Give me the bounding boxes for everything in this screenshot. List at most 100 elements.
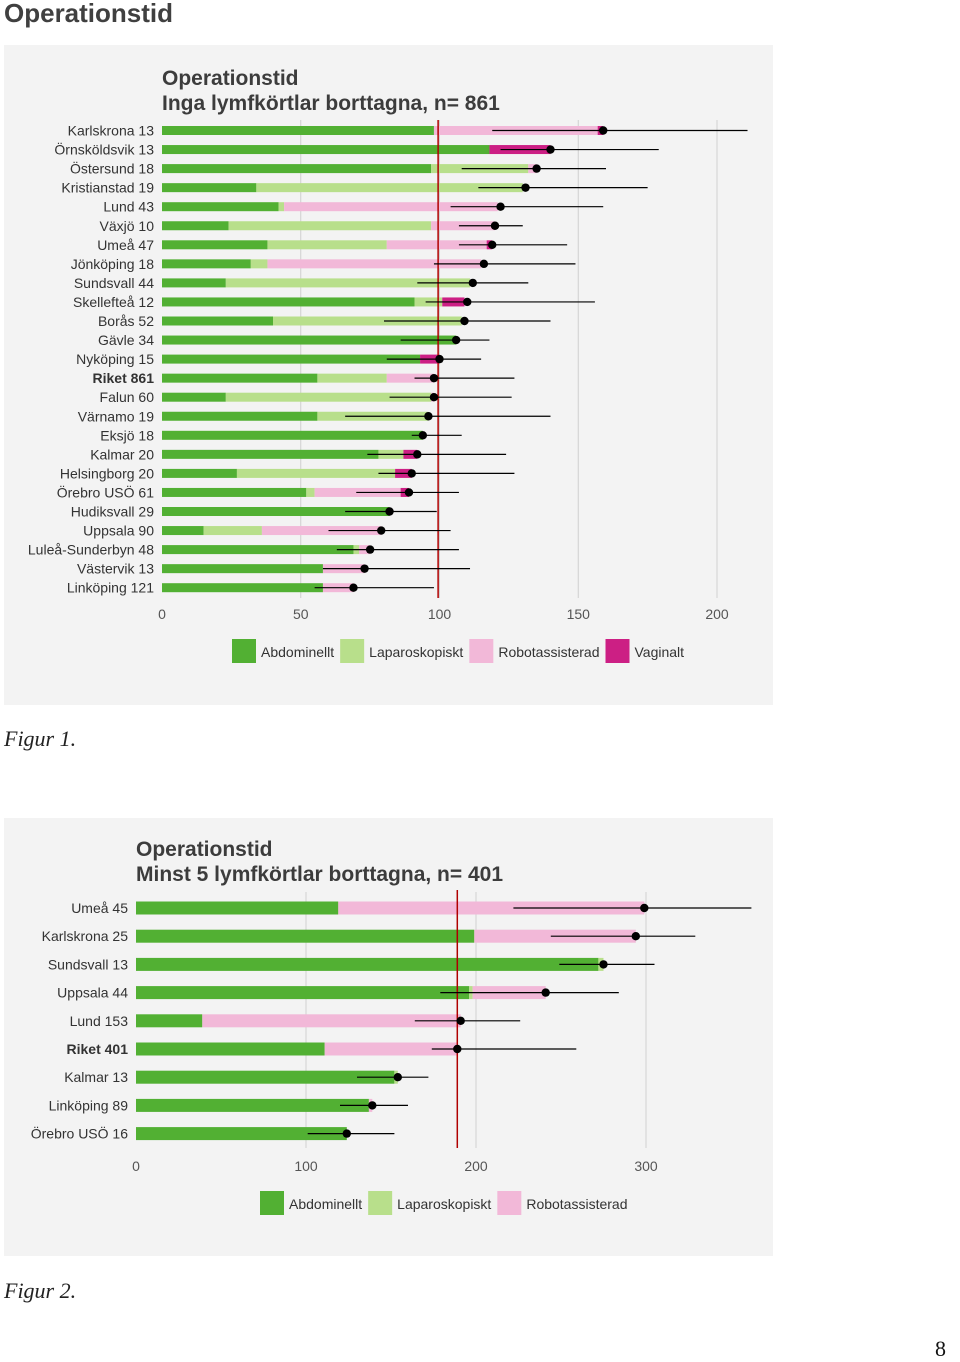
mean-point <box>640 903 649 913</box>
legend-swatch-abdominellt <box>260 1191 284 1215</box>
row-label: Uppsala 90 <box>83 523 154 539</box>
bar-segment-abdominellt <box>162 240 268 250</box>
bar-segment-abdominellt <box>162 583 323 593</box>
row-label: Umeå 45 <box>71 900 128 916</box>
mean-point <box>393 1073 402 1082</box>
legend-label: Robotassisterad <box>526 1196 627 1212</box>
row-label: Borås 52 <box>98 313 154 329</box>
row-label: Kristianstad 19 <box>61 180 154 196</box>
chart-title: Operationstid <box>162 67 299 90</box>
bar-segment-laparoskopiskt <box>256 183 523 193</box>
page-heading: Operationstid <box>4 0 174 28</box>
bar-segment-abdominellt <box>136 901 339 915</box>
mean-point <box>456 1016 465 1025</box>
mean-point <box>460 316 469 326</box>
bar-segment-robotassisterad <box>284 202 498 212</box>
mean-point <box>546 145 555 154</box>
row-label: Sundsvall 44 <box>74 275 154 291</box>
row-label: Växjö 10 <box>100 218 155 234</box>
bar-segment-abdominellt <box>162 221 229 231</box>
bar-segment-laparoskopiskt <box>306 487 315 497</box>
row-label: Eksjö 18 <box>100 427 154 443</box>
bar-segment-abdominellt <box>162 430 423 440</box>
chart-subtitle: Inga lymfkörtlar borttagna, n= 861 <box>162 92 500 115</box>
mean-point <box>424 412 433 421</box>
bar-segment-abdominellt <box>162 468 237 478</box>
bar-segment-robotassisterad <box>261 526 382 536</box>
chart-panel-2: Operationstid Minst 5 lymfkörtlar borttag… <box>4 818 773 1256</box>
bar-segment-laparoskopiskt <box>225 392 432 402</box>
mean-point <box>429 393 439 402</box>
row-label: Riket 861 <box>93 370 155 386</box>
x-tick-label: 100 <box>428 606 452 622</box>
row-label: Falun 60 <box>100 389 155 405</box>
bar-segment-abdominellt <box>162 487 307 497</box>
bar-segment-laparoskopiskt <box>267 240 387 250</box>
row-label: Östersund 18 <box>70 160 154 177</box>
row-label: Helsingborg 20 <box>60 465 154 481</box>
bar-segment-abdominellt <box>162 335 457 345</box>
mean-point <box>496 202 505 211</box>
row-label: Linköping 89 <box>49 1097 129 1113</box>
mean-point <box>468 278 477 288</box>
bar-segment-laparoskopiskt <box>225 278 471 288</box>
mean-point <box>413 450 422 459</box>
legend-label: Laparoskopiskt <box>397 1196 491 1212</box>
legend-swatch-laparoskopiskt <box>368 1191 393 1215</box>
bar-segment-abdominellt <box>162 545 354 555</box>
x-tick-label: 0 <box>132 1158 140 1174</box>
row-label: Hudiksvall 29 <box>71 504 154 520</box>
legend-label: Robotassisterad <box>498 644 599 660</box>
bar-segment-laparoskopiskt <box>317 373 387 383</box>
bar-segment-robotassisterad <box>267 259 482 269</box>
row-label: Örebro USÖ 61 <box>57 483 154 500</box>
row-label: Luleå-Sunderbyn 48 <box>28 542 154 558</box>
figure-caption-2: Figur 2. <box>4 1278 77 1303</box>
bar-segment-abdominellt <box>162 278 226 288</box>
page-number: 8 <box>935 1336 946 1361</box>
row-label: Umeå 47 <box>97 237 154 253</box>
row-label: Karlskrona 13 <box>68 123 155 139</box>
row-label: Riket 401 <box>67 1041 129 1057</box>
bar-segment-abdominellt <box>162 145 490 155</box>
row-label: Västervik 13 <box>77 561 154 577</box>
x-tick-label: 150 <box>567 606 591 622</box>
bar-segment-laparoskopiskt <box>278 202 285 212</box>
bar-segment-abdominellt <box>162 316 273 326</box>
row-label: Karlskrona 25 <box>42 928 129 944</box>
row-label: Uppsala 44 <box>57 985 128 1001</box>
bar-segment-abdominellt <box>162 164 432 174</box>
bar-segment-abdominellt <box>162 526 204 536</box>
bar-segment-abdominellt <box>136 1127 347 1141</box>
mean-point <box>418 431 428 440</box>
bar-segment-abdominellt <box>162 354 421 364</box>
x-tick-label: 100 <box>294 1158 318 1174</box>
x-tick-label: 0 <box>158 606 166 622</box>
mean-point <box>521 183 530 192</box>
bar-segment-laparoskopiskt <box>228 221 432 231</box>
bar-segment-abdominellt <box>136 1070 395 1084</box>
legend-swatch-laparoskopiskt <box>340 639 365 663</box>
legend-label: Abdominellt <box>261 644 334 660</box>
x-tick-label: 200 <box>705 606 729 622</box>
mean-point <box>385 507 394 516</box>
bar-segment-robotassisterad <box>338 901 645 915</box>
bar-segment-abdominellt <box>162 183 257 193</box>
mean-point <box>377 526 386 535</box>
row-label: Lund 153 <box>70 1013 129 1029</box>
mean-point <box>479 259 489 269</box>
mean-point <box>631 932 640 941</box>
row-label: Örebro USÖ 16 <box>31 1125 128 1142</box>
bar-segment-abdominellt <box>136 1098 369 1112</box>
row-label: Gävle 34 <box>98 332 154 348</box>
bar-segment-abdominellt <box>162 297 415 307</box>
legend-swatch-abdominellt <box>232 639 256 663</box>
bar-segment-abdominellt <box>136 986 470 1000</box>
legend-label: Vaginalt <box>635 644 685 660</box>
mean-point <box>532 164 541 173</box>
legend-swatch-robotassisterad <box>497 1191 522 1215</box>
mean-point <box>451 335 461 345</box>
bar-segment-abdominellt <box>162 564 323 574</box>
